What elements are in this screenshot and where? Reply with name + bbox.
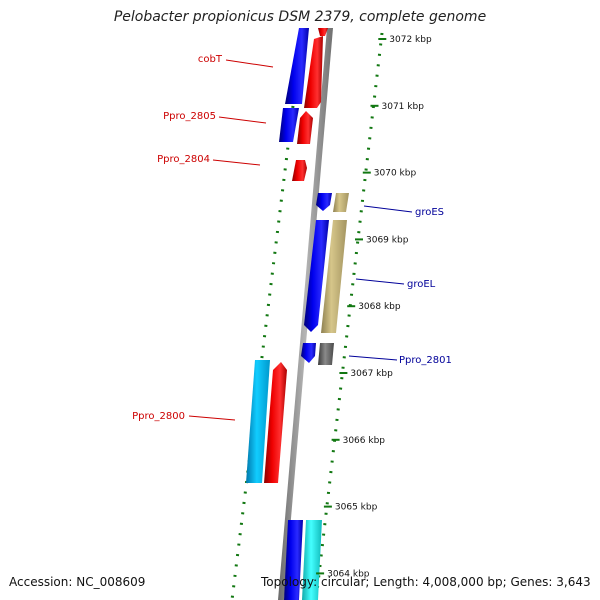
gene-groEL-blue-cds [304, 220, 329, 332]
Ppro-2801-leader [348, 355, 398, 361]
Ppro-2805-leader [218, 116, 267, 124]
cobT-leader [225, 59, 274, 68]
kbp-tick-label: 3065 kbp [335, 503, 378, 513]
kbp-tick-label: 3070 kbp [374, 169, 417, 179]
gene-Ppro-2804-cds [292, 160, 307, 181]
kbp-tick-label: 3067 kbp [350, 369, 393, 379]
gene-Ppro-2800-cds [264, 362, 287, 483]
groES-leader [363, 205, 413, 213]
Ppro-2800-leader [188, 415, 236, 421]
gene-groES-cds [333, 193, 349, 212]
Ppro-2804-leader [212, 159, 261, 166]
kbp-tick-label: 3072 kbp [389, 35, 432, 45]
label-groEL: groEL [407, 279, 436, 290]
label-Ppro-2800: Ppro_2800 [132, 411, 185, 422]
kbp-ticks: 3072 kbp 3071 kbp 3070 kbp 3069 kbp 3068 kbp… [316, 35, 432, 579]
kbp-tick-label: 3068 kbp [358, 302, 401, 312]
label-Ppro-2805: Ppro_2805 [163, 111, 216, 122]
kbp-tick-label: 3064 kbp [327, 569, 370, 579]
gene-cobT-red-cds [304, 36, 323, 108]
gene-groES-blue-cds [316, 193, 332, 211]
gene-Ppro-2801-cds [318, 343, 334, 365]
label-leaders [188, 59, 413, 421]
label-groES: groES [415, 207, 444, 218]
gene-Ppro-2800-cyan-cds [246, 360, 270, 483]
label-Ppro-2801: Ppro_2801 [399, 355, 452, 366]
map-title: Pelobacter propionicus DSM 2379, complet… [113, 9, 487, 25]
kbp-tick-label: 3069 kbp [366, 235, 409, 245]
groEL-leader [355, 278, 405, 285]
gene-Ppro-2801-blue-cds [301, 343, 316, 363]
kbp-tick-label: 3066 kbp [343, 436, 386, 446]
label-cobT: cobT [198, 54, 223, 65]
gene-bottom-aqua-cds [302, 520, 322, 600]
gene-groEL-cds [321, 220, 347, 333]
feature-labels: cobT Ppro_2805 Ppro_2804 Ppro_2800 groES… [132, 54, 452, 422]
kbp-tick-label: 3071 kbp [382, 102, 425, 112]
gene-Ppro-2805-red-cds [297, 111, 313, 144]
gene-cobT-cds [285, 28, 309, 104]
label-Ppro-2804: Ppro_2804 [157, 154, 210, 165]
gene-top-red-cds [318, 28, 328, 36]
accession-text: Accession: NC_008609 [9, 575, 146, 589]
gc-track-right [314, 32, 384, 600]
topology-text: Topology: circular; Length: 4,008,000 bp… [261, 575, 591, 589]
gene-Ppro-2805-cds [279, 108, 299, 142]
gene-bottom-blue-cds [284, 520, 303, 600]
features [246, 28, 349, 600]
